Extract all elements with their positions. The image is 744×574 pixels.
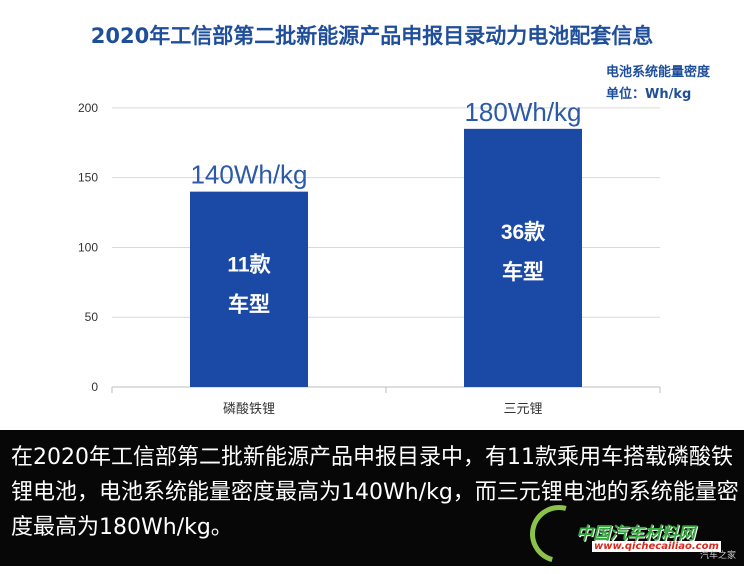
y-tick-label: 150 [78, 171, 98, 185]
bar-2 [464, 128, 582, 387]
y-tick-label: 100 [78, 240, 98, 254]
value-label: 140Wh/kg [190, 160, 307, 190]
x-category-label: 三元锂 [503, 401, 542, 416]
y-tick-label: 50 [85, 310, 99, 324]
caption-text: 在2020年工信部第二批新能源产品申报目录中，有11款乘用车搭载磷酸铁锂电池，电… [11, 445, 739, 540]
chart-title: 2020年工信部第二批新能源产品申报目录动力电池配套信息 [90, 24, 654, 48]
watermark-corner: 汽车之家 [700, 551, 737, 561]
bar-chart: 050100150200140Wh/kg11款车型磷酸铁锂180Wh/kg36款… [78, 97, 661, 416]
bar-inner-label: 11款 [227, 252, 271, 276]
value-label: 180Wh/kg [464, 97, 581, 127]
bar-1 [190, 191, 308, 387]
unit-note: 电池系统能量密度 单位：Wh/kg [606, 62, 740, 106]
y-tick-label: 0 [91, 380, 98, 394]
bar-inner-label: 车型 [502, 260, 544, 284]
caption-panel: 在2020年工信部第二批新能源产品申报目录中，有11款乘用车搭载磷酸铁锂电池，电… [0, 430, 744, 566]
bar-inner-label: 36款 [501, 220, 546, 244]
y-tick-label: 200 [78, 101, 98, 115]
unit-note-line1: 电池系统能量密度 [606, 65, 711, 80]
watermark-logo-text: 中国汽车材料网 [576, 524, 695, 544]
bar-inner-label: 车型 [228, 292, 270, 316]
x-category-label: 磷酸铁锂 [223, 401, 275, 416]
unit-note-line2: 单位：Wh/kg [606, 87, 692, 102]
watermark-url: www.qichecailiao.com [592, 541, 721, 552]
